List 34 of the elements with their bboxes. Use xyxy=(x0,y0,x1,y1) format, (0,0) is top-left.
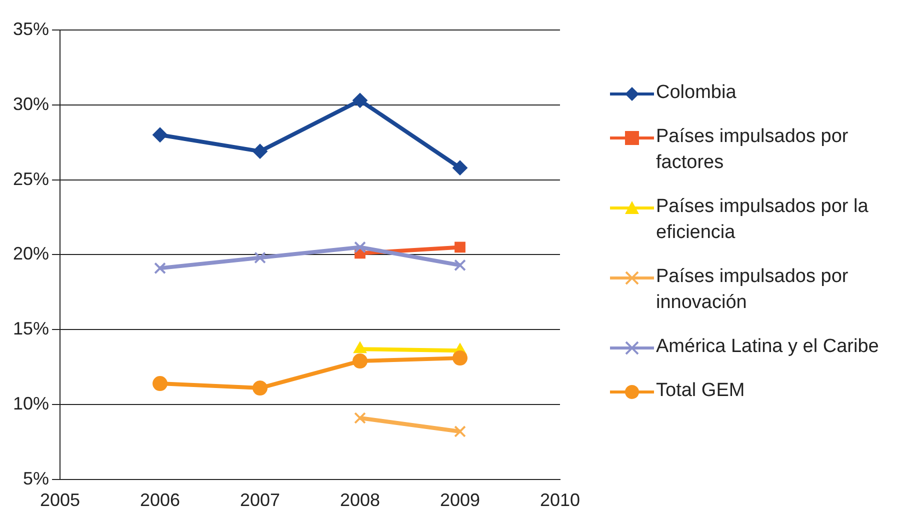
point xyxy=(354,412,366,424)
legend-label: Colombia xyxy=(656,81,738,105)
point xyxy=(352,92,368,108)
y-tick-label: 35% xyxy=(12,18,50,39)
y-tick-label: 30% xyxy=(12,94,50,114)
x-tick-label: 2010 xyxy=(540,490,580,510)
point xyxy=(352,354,368,369)
x-tick-label: 2009 xyxy=(440,490,480,510)
point xyxy=(452,350,468,366)
y-tick-label: 10% xyxy=(12,393,50,414)
point xyxy=(252,380,268,396)
point xyxy=(454,426,466,438)
x-tick-label: 2007 xyxy=(240,490,280,510)
point xyxy=(154,262,166,274)
point xyxy=(354,241,366,254)
point xyxy=(454,242,466,253)
point xyxy=(254,252,266,264)
legend-label: Países impulsados por innovación xyxy=(656,265,850,315)
legend-label: Países impulsados por factores xyxy=(656,125,850,175)
y-tick-label: 20% xyxy=(12,244,50,264)
y-tick-label: 25% xyxy=(12,168,50,189)
y-tick-label: 5% xyxy=(23,468,50,488)
legend-label: Países impulsados por la eficiencia xyxy=(656,195,870,245)
point xyxy=(452,160,468,176)
y-tick-label: 15% xyxy=(12,318,50,339)
point xyxy=(454,259,466,272)
x-tick-label: 2006 xyxy=(140,490,180,510)
point xyxy=(152,127,168,142)
legend-label: América Latina y el Caribe xyxy=(656,335,880,359)
x-tick-label: 2008 xyxy=(340,490,380,510)
point xyxy=(252,144,268,159)
x-tick-label: 2005 xyxy=(40,490,80,510)
point xyxy=(152,376,168,392)
legend-label: Total GEM xyxy=(656,379,746,403)
